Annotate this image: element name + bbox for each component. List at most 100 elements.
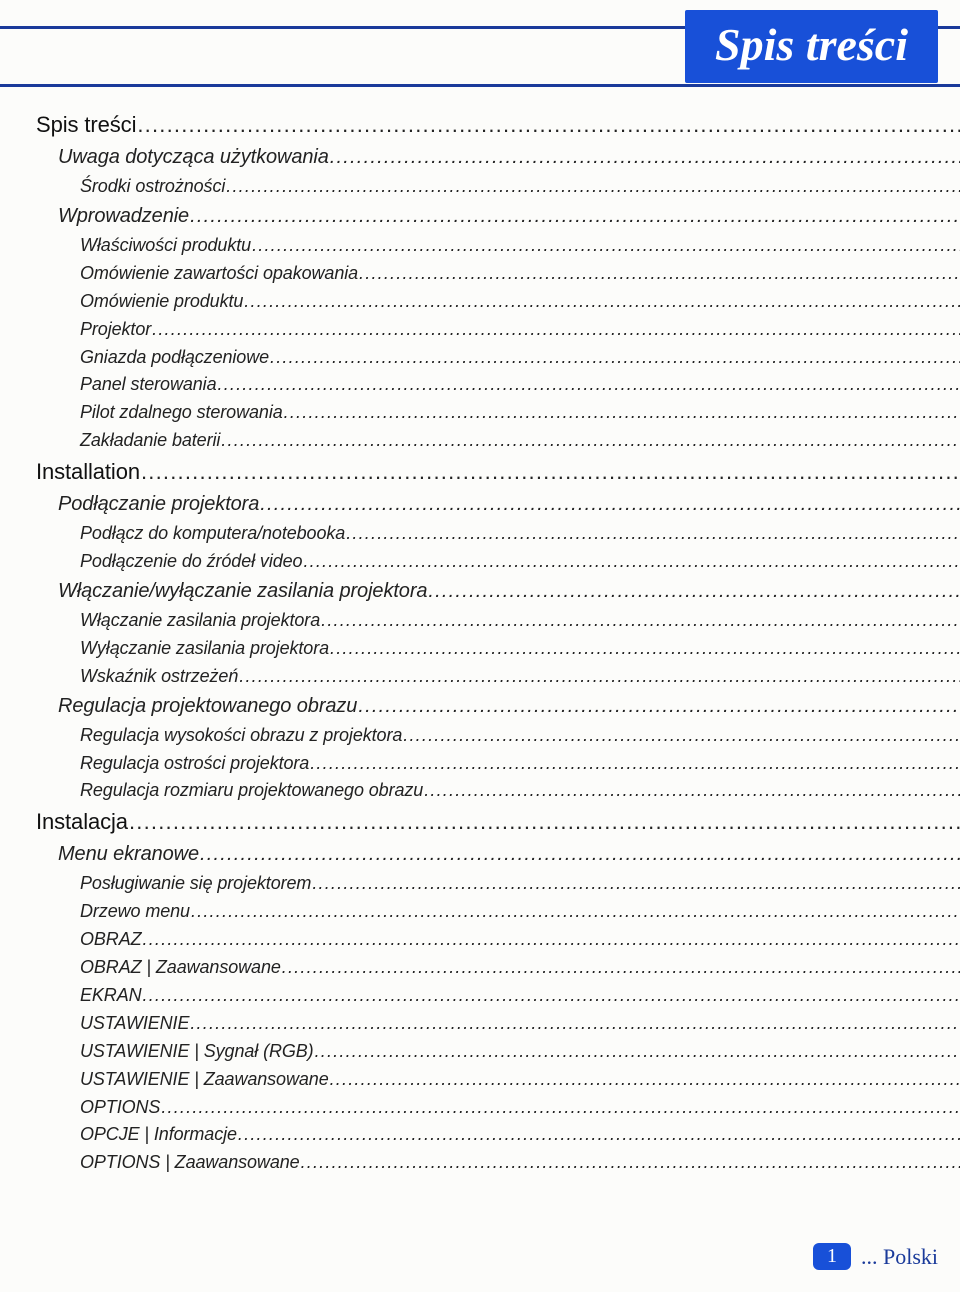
toc-entry: Podłączanie projektora..................… [36,489,960,520]
toc-label: Menu ekranowe [58,839,199,870]
toc-entry: Menu ekranowe...........................… [36,839,960,870]
toc-leader-dots: ........................................… [357,691,960,722]
toc-label: EKRAN [80,982,142,1010]
toc-leader-dots: ........................................… [309,750,960,778]
toc-label: OPTIONS | Zaawansowane [80,1149,300,1177]
toc-entry: Spis treści.............................… [36,108,960,142]
toc-leader-dots: ........................................… [220,427,960,455]
toc-label: Włączanie zasilania projektora [80,607,320,635]
toc-leader-dots: ........................................… [189,201,960,232]
toc-label: Gniazda podłączeniowe [80,344,269,372]
toc-entry: Podłączenie do źródeł video.............… [36,548,960,576]
toc-label: Środki ostrożności [80,173,225,201]
toc-entry: Wprowadzenie............................… [36,201,960,232]
toc-label: Spis treści [36,108,136,142]
toc-entry: OPCJE | Informacje......................… [36,1121,960,1149]
toc-leader-dots: ........................................… [190,898,960,926]
toc-entry: Panel sterowania........................… [36,371,960,399]
page-number-badge: 1 [813,1243,851,1270]
toc-label: Installation [36,455,140,489]
toc-entry: Podłącz do komputera/notebooka..........… [36,520,960,548]
toc-leader-dots: ........................................… [402,722,960,750]
toc-columns: Spis treści.............................… [0,108,960,1177]
toc-leader-dots: ........................................… [237,1121,960,1149]
toc-label: Posługiwanie się projektorem [80,870,311,898]
toc-entry: Właściwości produktu....................… [36,232,960,260]
toc-label: Uwaga dotycząca użytkowania [58,142,329,173]
toc-entry: USTAWIENIE | Sygnał (RGB)...............… [36,1038,960,1066]
footer-language-label: ... Polski [861,1244,938,1270]
toc-entry: Gniazda podłączeniowe...................… [36,344,960,372]
toc-label: OPTIONS [80,1094,160,1122]
toc-leader-dots: ........................................… [142,982,960,1010]
toc-entry: Wskaźnik ostrzeżeń......................… [36,663,960,691]
toc-leader-dots: ........................................… [269,344,960,372]
toc-leader-dots: ........................................… [283,399,960,427]
toc-label: Omówienie produktu [80,288,243,316]
toc-label: OBRAZ [80,926,142,954]
toc-entry: OPTIONS.................................… [36,1094,960,1122]
toc-label: USTAWIENIE | Sygnał (RGB) [80,1038,314,1066]
toc-label: Podłącz do komputera/notebooka [80,520,345,548]
toc-leader-dots: ........................................… [225,173,960,201]
toc-label: Wyłączanie zasilania projektora [80,635,329,663]
toc-entry: OBRAZ | Zaawansowane....................… [36,954,960,982]
toc-leader-dots: ........................................… [314,1038,960,1066]
toc-label: Podłączenie do źródeł video [80,548,302,576]
toc-entry: Drzewo menu.............................… [36,898,960,926]
toc-entry: Środki ostrożności......................… [36,173,960,201]
toc-label: Omówienie zawartości opakowania [80,260,358,288]
toc-leader-dots: ........................................… [311,870,960,898]
toc-label: Podłączanie projektora [58,489,259,520]
toc-leader-dots: ........................................… [259,489,960,520]
toc-leader-dots: ........................................… [238,663,960,691]
header-banner: Spis treści [0,0,960,100]
toc-leader-dots: ........................................… [189,1010,960,1038]
toc-leader-dots: ........................................… [160,1094,960,1122]
toc-entry: Uwaga dotycząca użytkowania.............… [36,142,960,173]
toc-entry: USTAWIENIE..............................… [36,1010,960,1038]
toc-leader-dots: ........................................… [251,232,960,260]
toc-entry: Instalacja..............................… [36,805,960,839]
toc-leader-dots: ........................................… [243,288,960,316]
toc-leader-dots: ........................................… [358,260,960,288]
toc-label: Instalacja [36,805,128,839]
toc-entry: Omówienie produktu......................… [36,288,960,316]
toc-entry: Omówienie zawartości opakowania.........… [36,260,960,288]
toc-label: OBRAZ | Zaawansowane [80,954,281,982]
toc-leader-dots: ........................................… [427,576,960,607]
toc-leader-dots: ........................................… [281,954,960,982]
toc-label: Włączanie/wyłączanie zasilania projektor… [58,576,427,607]
toc-label: USTAWIENIE [80,1010,189,1038]
toc-label: Regulacja rozmiaru projektowanego obrazu [80,777,423,805]
toc-label: Regulacja wysokości obrazu z projektora [80,722,402,750]
toc-label: Zakładanie baterii [80,427,220,455]
banner-title: Spis treści [685,10,938,83]
toc-entry: Włączanie/wyłączanie zasilania projektor… [36,576,960,607]
toc-entry: Regulacja projektowanego obrazu.........… [36,691,960,722]
toc-entry: Pilot zdalnego sterowania...............… [36,399,960,427]
toc-entry: OPTIONS | Zaawansowane..................… [36,1149,960,1177]
toc-label: Projektor [80,316,151,344]
toc-entry: Posługiwanie się projektorem............… [36,870,960,898]
toc-leader-dots: ........................................… [345,520,960,548]
toc-leader-dots: ........................................… [329,142,960,173]
toc-leader-dots: ........................................… [140,455,960,489]
toc-entry: Regulacja ostrości projektora...........… [36,750,960,778]
toc-entry: Zakładanie baterii......................… [36,427,960,455]
toc-entry: Wyłączanie zasilania projektora.........… [36,635,960,663]
toc-leader-dots: ........................................… [329,1066,960,1094]
toc-label: Pilot zdalnego sterowania [80,399,283,427]
toc-leader-dots: ........................................… [199,839,960,870]
toc-leader-dots: ........................................… [320,607,960,635]
toc-label: Panel sterowania [80,371,217,399]
toc-leader-dots: ........................................… [136,108,960,142]
header-rule-bottom [0,84,960,87]
toc-entry: EKRAN...................................… [36,982,960,1010]
toc-label: Właściwości produktu [80,232,251,260]
toc-label: Wskaźnik ostrzeżeń [80,663,238,691]
toc-entry: Installation............................… [36,455,960,489]
toc-entry: Regulacja rozmiaru projektowanego obrazu… [36,777,960,805]
toc-leader-dots: ........................................… [300,1149,960,1177]
toc-label: Wprowadzenie [58,201,189,232]
